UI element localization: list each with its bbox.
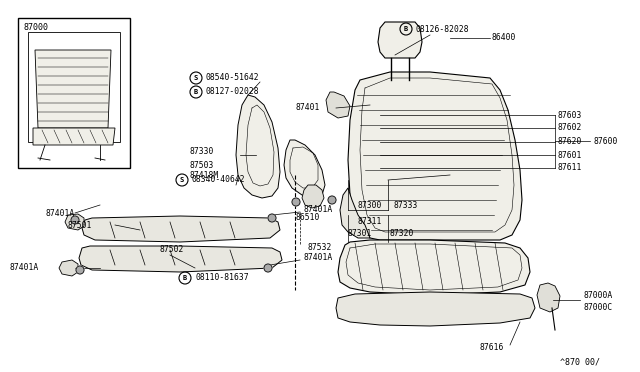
Text: 87000A: 87000A (583, 292, 612, 301)
Polygon shape (236, 95, 280, 198)
Text: 87320: 87320 (390, 228, 414, 237)
Text: 87401A: 87401A (304, 205, 333, 215)
Text: 87620: 87620 (558, 138, 582, 147)
Text: 87333: 87333 (394, 201, 419, 209)
Text: 08540-51642: 08540-51642 (206, 74, 260, 83)
Text: 87503: 87503 (190, 160, 214, 170)
Text: 87311: 87311 (357, 218, 381, 227)
Polygon shape (82, 216, 280, 242)
Circle shape (71, 216, 79, 224)
Circle shape (328, 196, 336, 204)
Polygon shape (79, 246, 282, 272)
Polygon shape (302, 185, 324, 208)
Text: 87401A: 87401A (10, 263, 39, 273)
Text: ^870 00/: ^870 00/ (560, 357, 600, 366)
Text: 87300: 87300 (358, 201, 382, 209)
Text: 87603: 87603 (558, 110, 582, 119)
Text: 87401: 87401 (295, 103, 319, 112)
Text: 87418M: 87418M (190, 171, 220, 180)
Circle shape (292, 198, 300, 206)
Text: 87401A: 87401A (45, 208, 74, 218)
Text: 87611: 87611 (558, 164, 582, 173)
Polygon shape (336, 292, 535, 326)
Text: B: B (183, 275, 187, 281)
Text: 08127-02028: 08127-02028 (206, 87, 260, 96)
Text: S: S (194, 75, 198, 81)
Text: B: B (194, 89, 198, 95)
Polygon shape (35, 50, 111, 128)
Text: 87330: 87330 (190, 148, 214, 157)
Text: S: S (180, 177, 184, 183)
Circle shape (264, 264, 272, 272)
Text: 86400: 86400 (492, 33, 516, 42)
Polygon shape (65, 214, 84, 230)
Text: B: B (404, 26, 408, 32)
Text: 87502: 87502 (160, 246, 184, 254)
Polygon shape (284, 140, 325, 198)
Polygon shape (537, 283, 560, 312)
Polygon shape (33, 128, 115, 145)
Text: 87600: 87600 (593, 137, 618, 145)
Circle shape (268, 214, 276, 222)
Polygon shape (348, 72, 522, 240)
Text: 87000C: 87000C (583, 304, 612, 312)
Text: 87000: 87000 (23, 23, 48, 32)
Polygon shape (378, 22, 422, 58)
Text: 87401A: 87401A (304, 253, 333, 263)
Text: 87601: 87601 (558, 151, 582, 160)
Text: 08340-40642: 08340-40642 (192, 176, 246, 185)
Polygon shape (340, 188, 370, 238)
Text: 87602: 87602 (558, 124, 582, 132)
Polygon shape (59, 260, 78, 276)
Text: 87501: 87501 (68, 221, 92, 230)
Circle shape (76, 266, 84, 274)
Bar (18, 18, 130, 168)
Polygon shape (338, 240, 530, 295)
Text: 08126-82028: 08126-82028 (415, 25, 468, 33)
Text: 87301: 87301 (348, 228, 372, 237)
Polygon shape (326, 92, 350, 118)
Text: 87616: 87616 (480, 343, 504, 353)
Text: 08110-81637: 08110-81637 (195, 273, 248, 282)
Bar (28, 32, 120, 142)
Text: 86510: 86510 (295, 214, 319, 222)
Text: 87532: 87532 (308, 244, 332, 253)
